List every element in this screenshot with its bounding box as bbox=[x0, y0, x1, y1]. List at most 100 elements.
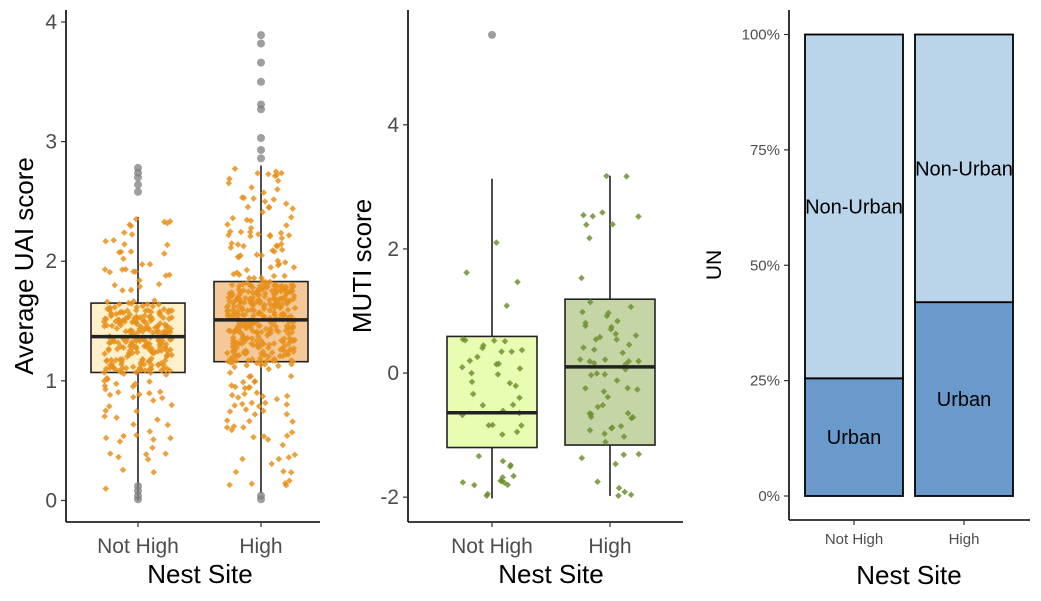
data-point bbox=[130, 421, 137, 428]
data-point bbox=[596, 333, 604, 341]
data-point bbox=[167, 434, 174, 442]
data-point bbox=[128, 231, 136, 238]
data-point bbox=[118, 308, 125, 316]
data-point bbox=[119, 287, 126, 294]
data-point bbox=[165, 315, 173, 323]
data-point bbox=[277, 229, 285, 237]
data-point bbox=[231, 402, 238, 409]
data-point bbox=[513, 428, 521, 436]
data-point bbox=[629, 413, 637, 421]
data-point bbox=[149, 303, 157, 310]
data-point bbox=[101, 350, 108, 358]
data-point bbox=[587, 298, 594, 306]
outlier-point bbox=[134, 173, 142, 182]
data-point bbox=[223, 349, 231, 357]
data-point bbox=[271, 355, 278, 363]
data-point bbox=[248, 335, 256, 342]
data-point bbox=[253, 251, 261, 258]
data-point bbox=[582, 319, 589, 327]
data-point bbox=[612, 460, 619, 468]
data-point bbox=[150, 397, 157, 404]
segment-label-non-urban: Non-Urban bbox=[805, 196, 903, 218]
data-point bbox=[243, 362, 250, 369]
data-point bbox=[247, 295, 255, 303]
outlier-point bbox=[134, 187, 142, 196]
data-point bbox=[155, 280, 163, 288]
data-point bbox=[287, 469, 295, 476]
data-point bbox=[240, 378, 247, 386]
data-point bbox=[466, 357, 474, 364]
data-point bbox=[145, 358, 152, 365]
urban-stacked-bar-panel: 0% 25% 50% 75% 100% UN Urban Non-Urban Not High U… bbox=[703, 10, 1030, 590]
data-point bbox=[133, 408, 140, 415]
data-point bbox=[259, 278, 267, 285]
data-point bbox=[156, 388, 164, 396]
data-point bbox=[485, 422, 492, 429]
data-point bbox=[105, 403, 113, 410]
data-point bbox=[278, 169, 285, 177]
data-point bbox=[269, 349, 276, 356]
data-point bbox=[249, 284, 257, 291]
data-point bbox=[627, 303, 635, 311]
data-point bbox=[494, 371, 502, 378]
data-point bbox=[635, 213, 642, 220]
data-point bbox=[164, 219, 171, 227]
data-point bbox=[514, 278, 521, 286]
data-point bbox=[256, 299, 263, 307]
outlier-point bbox=[134, 495, 142, 504]
data-point bbox=[289, 418, 296, 425]
data-point bbox=[129, 344, 137, 351]
data-point bbox=[264, 332, 271, 339]
bar-segment-urban bbox=[914, 301, 1014, 497]
data-point bbox=[249, 302, 257, 309]
data-point bbox=[468, 378, 476, 386]
data-point bbox=[283, 392, 291, 400]
data-point bbox=[270, 196, 278, 203]
data-point bbox=[166, 271, 173, 279]
data-point bbox=[234, 394, 242, 401]
data-point bbox=[223, 303, 231, 311]
x-tick-label: Not High bbox=[97, 535, 179, 558]
data-point bbox=[609, 221, 616, 228]
y-tick-label: -2 bbox=[380, 486, 399, 509]
data-point bbox=[248, 480, 256, 488]
x-axis-title: Nest Site bbox=[498, 559, 604, 589]
outlier-point bbox=[488, 30, 496, 39]
data-point bbox=[102, 407, 110, 414]
data-point bbox=[151, 297, 158, 304]
data-point bbox=[578, 454, 586, 462]
data-point bbox=[270, 340, 278, 347]
data-point bbox=[273, 171, 280, 179]
data-point bbox=[289, 287, 296, 295]
data-point bbox=[237, 228, 245, 236]
data-point bbox=[587, 410, 595, 418]
data-point bbox=[259, 348, 267, 355]
data-point bbox=[282, 200, 290, 208]
data-point bbox=[165, 309, 172, 316]
data-point bbox=[613, 377, 621, 384]
data-point bbox=[230, 270, 237, 278]
data-point bbox=[291, 451, 299, 459]
data-point bbox=[281, 259, 289, 266]
data-point bbox=[121, 241, 128, 248]
data-point bbox=[495, 360, 502, 368]
data-point bbox=[614, 317, 621, 325]
data-point bbox=[129, 363, 137, 371]
data-point bbox=[273, 395, 281, 403]
data-point bbox=[490, 337, 498, 344]
data-point bbox=[228, 382, 235, 389]
data-point bbox=[122, 328, 130, 335]
data-point bbox=[288, 328, 296, 336]
data-point bbox=[261, 293, 268, 300]
data-point bbox=[106, 391, 114, 399]
data-point bbox=[257, 361, 265, 369]
data-point bbox=[258, 252, 265, 259]
data-point bbox=[104, 298, 111, 306]
data-point bbox=[108, 310, 115, 318]
data-point bbox=[242, 406, 250, 413]
data-point bbox=[247, 217, 255, 224]
data-point bbox=[162, 371, 170, 378]
data-point bbox=[168, 351, 175, 359]
data-point bbox=[256, 322, 263, 329]
